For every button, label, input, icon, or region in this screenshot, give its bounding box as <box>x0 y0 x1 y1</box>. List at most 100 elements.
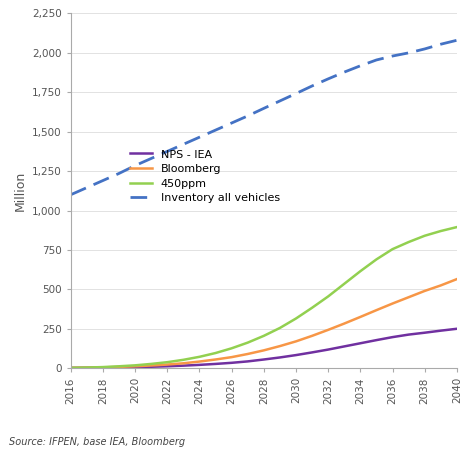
Inventory all vehicles <box>390 53 395 59</box>
NPS - IEA <box>196 362 202 368</box>
450ppm <box>374 257 379 262</box>
NPS - IEA <box>229 360 235 365</box>
Inventory all vehicles <box>116 171 122 176</box>
Line: Bloomberg: Bloomberg <box>71 279 457 368</box>
Line: NPS - IEA: NPS - IEA <box>71 329 457 368</box>
Inventory all vehicles <box>196 135 202 140</box>
NPS - IEA <box>325 347 331 352</box>
NPS - IEA <box>261 357 267 362</box>
Legend: NPS - IEA, Bloomberg, 450ppm, Inventory all vehicles: NPS - IEA, Bloomberg, 450ppm, Inventory … <box>126 146 284 207</box>
Bloomberg <box>229 354 235 360</box>
NPS - IEA <box>406 332 411 337</box>
Bloomberg <box>261 348 267 353</box>
Inventory all vehicles <box>100 178 106 183</box>
NPS - IEA <box>341 344 347 349</box>
NPS - IEA <box>68 365 73 370</box>
450ppm <box>438 229 444 234</box>
Bloomberg <box>309 333 315 339</box>
450ppm <box>293 316 299 321</box>
Y-axis label: Million: Million <box>13 171 26 211</box>
NPS - IEA <box>390 335 395 340</box>
450ppm <box>100 365 106 370</box>
450ppm <box>245 340 251 345</box>
Inventory all vehicles <box>68 192 73 198</box>
Bloomberg <box>164 362 170 367</box>
Bloomberg <box>196 359 202 364</box>
Bloomberg <box>180 361 186 366</box>
Inventory all vehicles <box>245 113 251 119</box>
NPS - IEA <box>277 355 283 360</box>
Bloomberg <box>84 365 89 370</box>
Inventory all vehicles <box>229 120 235 126</box>
450ppm <box>148 361 154 367</box>
Inventory all vehicles <box>277 98 283 104</box>
NPS - IEA <box>293 352 299 358</box>
Line: Inventory all vehicles: Inventory all vehicles <box>71 40 457 195</box>
450ppm <box>68 365 73 370</box>
Bloomberg <box>132 364 138 369</box>
Bloomberg <box>341 321 347 326</box>
450ppm <box>357 269 363 274</box>
Inventory all vehicles <box>422 46 428 52</box>
450ppm <box>325 294 331 299</box>
Bloomberg <box>374 308 379 313</box>
Bloomberg <box>293 339 299 344</box>
Bloomberg <box>422 288 428 294</box>
NPS - IEA <box>180 363 186 368</box>
450ppm <box>341 281 347 286</box>
NPS - IEA <box>309 350 315 355</box>
Inventory all vehicles <box>341 70 347 75</box>
Inventory all vehicles <box>213 128 219 133</box>
NPS - IEA <box>374 338 379 343</box>
Bloomberg <box>454 277 460 282</box>
NPS - IEA <box>454 326 460 331</box>
Inventory all vehicles <box>454 38 460 43</box>
Inventory all vehicles <box>309 84 315 89</box>
NPS - IEA <box>132 365 138 370</box>
450ppm <box>132 363 138 368</box>
450ppm <box>454 224 460 230</box>
Inventory all vehicles <box>374 57 379 63</box>
NPS - IEA <box>148 364 154 370</box>
450ppm <box>261 333 267 339</box>
Bloomberg <box>357 314 363 320</box>
450ppm <box>84 365 89 370</box>
Bloomberg <box>390 301 395 306</box>
Inventory all vehicles <box>148 156 154 161</box>
450ppm <box>390 247 395 252</box>
Inventory all vehicles <box>406 50 411 56</box>
Bloomberg <box>438 283 444 288</box>
450ppm <box>164 360 170 365</box>
NPS - IEA <box>357 341 363 346</box>
Inventory all vehicles <box>438 41 444 47</box>
Line: 450ppm: 450ppm <box>71 227 457 368</box>
Inventory all vehicles <box>164 149 170 154</box>
Bloomberg <box>406 295 411 300</box>
Inventory all vehicles <box>293 91 299 96</box>
Bloomberg <box>325 327 331 333</box>
450ppm <box>229 346 235 351</box>
450ppm <box>309 305 315 311</box>
Inventory all vehicles <box>132 163 138 168</box>
NPS - IEA <box>116 365 122 370</box>
Inventory all vehicles <box>357 63 363 69</box>
NPS - IEA <box>438 328 444 333</box>
Inventory all vehicles <box>261 106 267 111</box>
Bloomberg <box>148 363 154 368</box>
450ppm <box>277 325 283 330</box>
Bloomberg <box>68 365 73 370</box>
450ppm <box>422 233 428 238</box>
Inventory all vehicles <box>325 76 331 82</box>
NPS - IEA <box>422 330 428 335</box>
Text: Source: IFPEN, base IEA, Bloomberg: Source: IFPEN, base IEA, Bloomberg <box>9 436 186 446</box>
Bloomberg <box>116 364 122 370</box>
Bloomberg <box>213 357 219 362</box>
NPS - IEA <box>100 365 106 370</box>
NPS - IEA <box>245 359 251 364</box>
450ppm <box>196 354 202 360</box>
450ppm <box>180 357 186 362</box>
Inventory all vehicles <box>84 185 89 190</box>
NPS - IEA <box>164 364 170 369</box>
Inventory all vehicles <box>180 141 186 147</box>
Bloomberg <box>277 343 283 349</box>
